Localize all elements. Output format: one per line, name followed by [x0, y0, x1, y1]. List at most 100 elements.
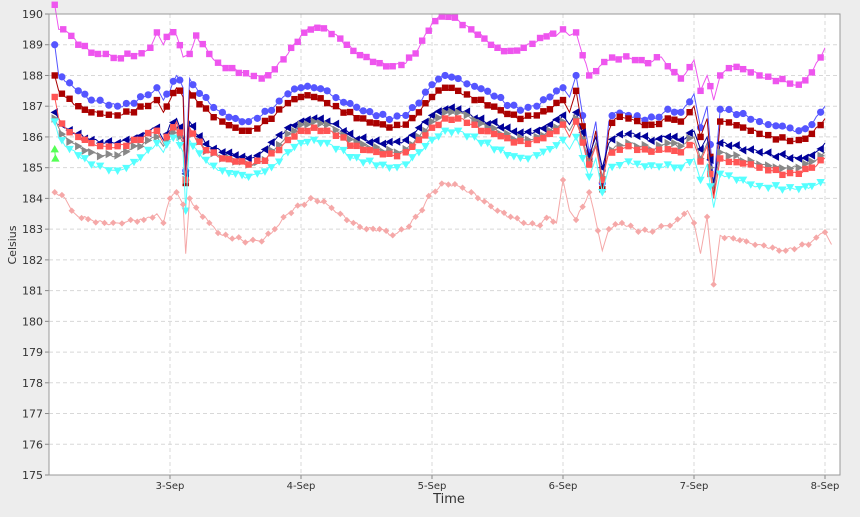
data-point: [210, 103, 218, 112]
data-point: [509, 127, 518, 136]
data-point: [287, 209, 295, 217]
data-point: [441, 71, 449, 80]
data-point: [176, 76, 184, 84]
data-point: [265, 230, 272, 237]
data-point: [310, 124, 318, 131]
y-tick-label: 189: [22, 39, 43, 52]
data-point: [747, 161, 754, 168]
data-point: [378, 139, 387, 149]
data-point: [624, 129, 632, 139]
data-point: [716, 105, 724, 113]
data-point: [130, 99, 138, 107]
data-point: [87, 96, 95, 104]
data-point: [275, 97, 283, 105]
data-point: [260, 168, 270, 176]
y-tick-label: 185: [22, 162, 43, 175]
data-point: [725, 105, 733, 114]
data-point: [193, 32, 200, 39]
data-point: [317, 85, 325, 93]
data-point: [237, 171, 247, 180]
data-point: [676, 164, 686, 172]
data-point: [786, 169, 794, 177]
data-point: [372, 112, 380, 120]
data-point: [294, 202, 301, 209]
data-point: [808, 157, 817, 166]
data-point: [96, 96, 104, 104]
data-point: [418, 207, 426, 214]
data-point: [516, 154, 525, 163]
data-point: [130, 141, 139, 151]
data-point: [802, 135, 809, 142]
data-point: [507, 47, 514, 55]
data-point: [795, 81, 802, 88]
data-point: [418, 37, 426, 44]
x-axis-label: Time: [432, 492, 465, 507]
data-point: [623, 53, 630, 60]
data-point: [332, 94, 340, 102]
data-point: [578, 154, 587, 163]
data-point: [372, 136, 380, 145]
data-point: [545, 146, 555, 154]
data-point: [408, 130, 416, 140]
y-tick-label: 190: [22, 8, 43, 21]
plot-area: [49, 14, 840, 475]
data-point: [144, 136, 153, 145]
data-point: [81, 146, 90, 155]
data-point: [379, 110, 387, 118]
data-point: [494, 207, 501, 214]
data-point: [690, 219, 698, 227]
data-point: [350, 219, 357, 227]
data-point: [105, 143, 113, 150]
data-point: [250, 72, 258, 80]
data-point: [736, 236, 744, 244]
data-point: [224, 170, 234, 178]
data-point: [802, 165, 809, 173]
data-point: [481, 198, 488, 205]
data-point: [608, 119, 616, 127]
data-point: [392, 137, 401, 146]
data-point: [186, 50, 193, 58]
data-point: [421, 88, 430, 96]
data-point: [448, 73, 456, 81]
data-point: [808, 164, 816, 171]
data-point: [88, 109, 95, 116]
data-point: [114, 102, 122, 110]
data-point: [274, 158, 284, 166]
data-point: [51, 72, 58, 79]
data-point: [616, 113, 623, 121]
data-point: [539, 148, 548, 157]
data-point: [677, 108, 685, 116]
data-point: [359, 107, 367, 115]
data-point: [571, 133, 581, 142]
data-point: [733, 158, 740, 166]
data-point: [267, 106, 276, 114]
data-point: [686, 141, 693, 149]
data-point: [432, 17, 439, 25]
data-point: [725, 158, 733, 166]
data-point: [328, 30, 335, 38]
data-point: [598, 189, 607, 197]
data-point: [532, 152, 541, 160]
data-point: [785, 154, 794, 163]
data-point: [481, 35, 488, 42]
data-point: [477, 85, 485, 93]
data-point: [58, 73, 66, 81]
data-point: [353, 103, 361, 111]
data-point: [751, 241, 759, 249]
data-point: [114, 142, 121, 150]
data-point: [346, 142, 354, 149]
data-point: [504, 134, 511, 142]
data-point: [686, 133, 694, 143]
data-point: [310, 117, 319, 126]
data-point: [294, 38, 301, 46]
data-point: [51, 189, 58, 196]
data-point: [539, 124, 547, 133]
data-point: [813, 234, 820, 241]
data-point: [96, 142, 104, 150]
data-point: [739, 109, 747, 118]
data-point: [414, 123, 423, 132]
data-point: [503, 151, 512, 160]
data-point: [496, 146, 505, 154]
data-point: [778, 122, 787, 130]
data-point: [594, 227, 602, 234]
